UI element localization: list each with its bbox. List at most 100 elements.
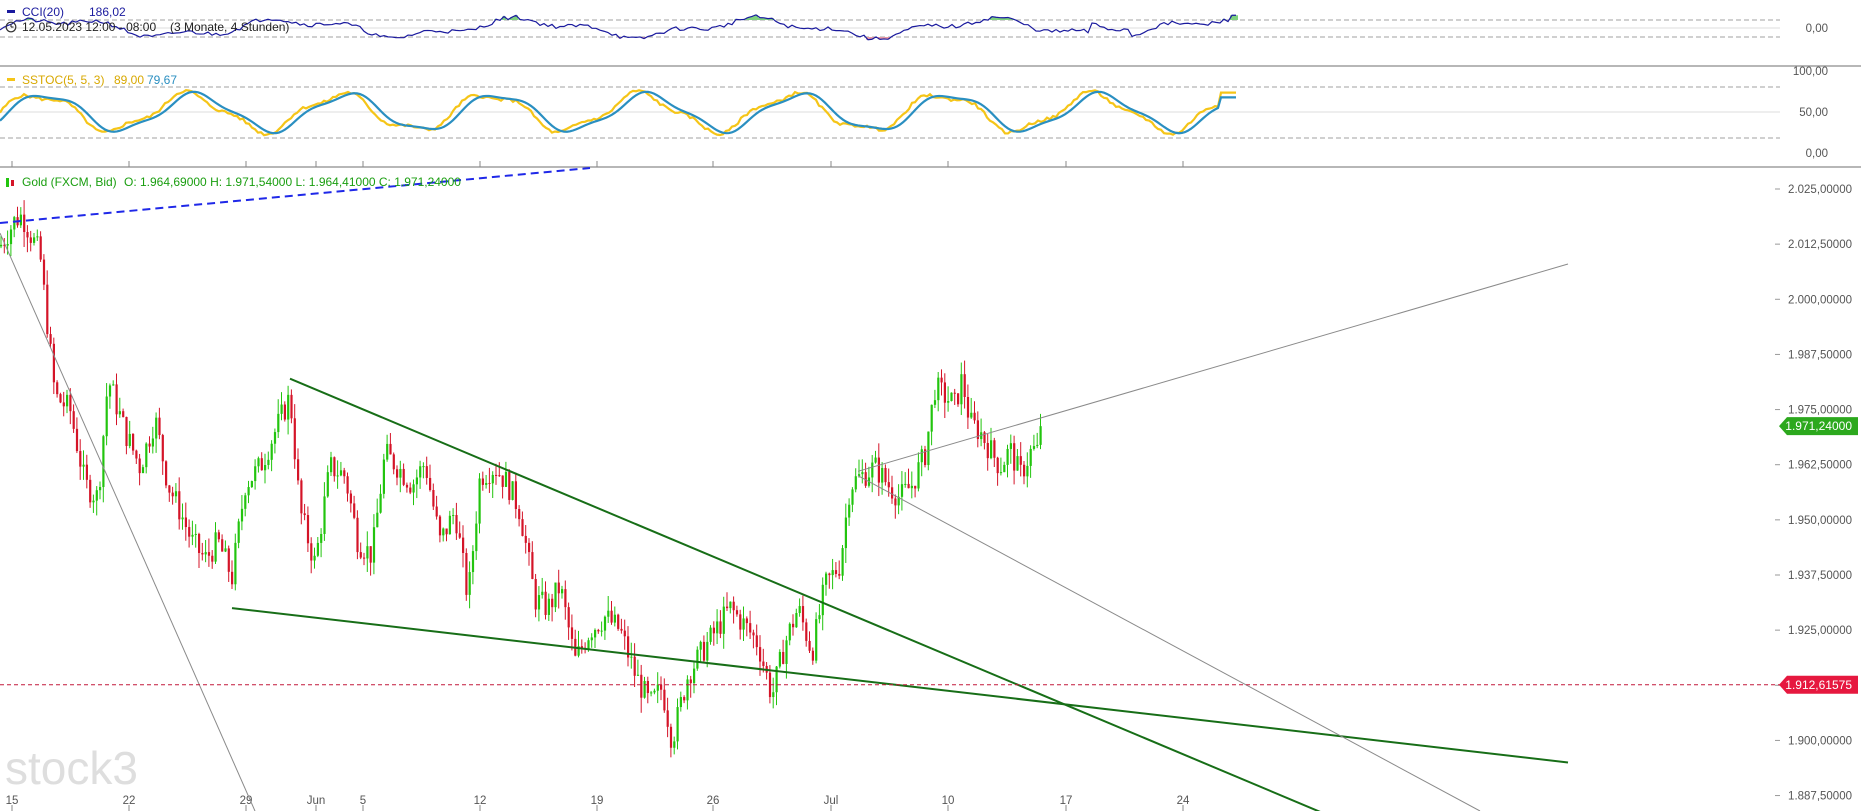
candle-body <box>402 468 405 485</box>
candle-body <box>485 482 488 485</box>
y-tick-label: 1.987,50000 <box>1788 349 1852 361</box>
candle-body <box>442 528 445 536</box>
candle-body <box>23 214 26 233</box>
trendline[interactable] <box>0 232 256 811</box>
candle-body <box>9 229 13 245</box>
candle-body <box>782 651 785 664</box>
trendline[interactable] <box>0 167 591 224</box>
candle-body <box>963 374 966 397</box>
candle-body <box>650 692 653 694</box>
current-price-tag[interactable]: 1.971,24000 <box>1779 417 1858 436</box>
trendline[interactable] <box>289 377 1360 811</box>
candle-body <box>524 535 527 543</box>
candle-body <box>778 651 781 667</box>
cci-panel[interactable]: 0,00 CCI(20) 186,02 12.05.2023 12:00 - 0… <box>0 5 1828 41</box>
candle-body <box>617 614 620 629</box>
candle-body <box>435 506 438 517</box>
candle-body <box>752 632 755 636</box>
candle-body <box>452 515 455 517</box>
price-legend[interactable]: Gold (FXCM, Bid) O: 1.964,69000 H: 1.971… <box>6 175 461 189</box>
candle-body <box>841 548 844 576</box>
candle-body <box>894 498 897 506</box>
candle-body <box>303 513 306 516</box>
candle-body <box>590 637 593 641</box>
candle-body <box>458 533 461 538</box>
candle-body <box>326 472 329 497</box>
candle-body <box>171 492 174 497</box>
cci-legend-name[interactable]: CCI(20) <box>22 5 64 19</box>
marked-price-tag[interactable]: 1.912,61575 <box>1779 675 1858 694</box>
candle-body <box>376 512 379 528</box>
cci-legend-value: 186,02 <box>89 5 126 19</box>
price-panel[interactable]: stock3 2.025,00000 2.012,50000 2.000,00000… <box>0 161 1858 811</box>
candle-body <box>313 555 316 561</box>
candle-body <box>1039 426 1042 445</box>
candle-body <box>356 517 359 553</box>
stoch-legend-name[interactable]: SSTOC(5, 5, 3) <box>22 73 104 87</box>
candle-body <box>260 458 263 471</box>
cci-line <box>0 14 1236 41</box>
candle-body <box>250 481 253 488</box>
candle-body <box>950 392 953 401</box>
candle-body <box>722 606 725 634</box>
candle-body <box>369 546 372 563</box>
instrument-name[interactable]: Gold (FXCM, Bid) <box>22 175 117 189</box>
candle-body <box>1013 443 1016 471</box>
candle-body <box>580 646 583 648</box>
candle-body <box>600 630 603 632</box>
candle-body <box>72 411 75 429</box>
candle-body <box>92 500 95 503</box>
candle-body <box>237 521 240 543</box>
candle-body <box>300 480 303 514</box>
stoch-k-line <box>0 89 1236 137</box>
candle-body <box>475 523 478 552</box>
stoch-panel[interactable]: 100,00 50,00 0,00 SSTOC(5, 5, 3) 89,00 7… <box>0 66 1828 160</box>
candle-icon-2 <box>11 180 14 186</box>
trendline[interactable] <box>857 475 1481 811</box>
candle-body <box>683 697 686 701</box>
candle-body <box>277 413 280 433</box>
candle-body <box>795 613 798 628</box>
candle-body <box>46 284 49 335</box>
x-tick-label: 24 <box>1177 795 1190 807</box>
candle-body <box>495 474 498 476</box>
candle-body <box>528 542 531 553</box>
candle-body <box>125 416 128 446</box>
x-tick-label: 17 <box>1060 795 1073 807</box>
candle-body <box>508 471 511 500</box>
ohlc-values: O: 1.964,69000 H: 1.971,54000 L: 1.964,4… <box>124 175 461 189</box>
candle-body <box>254 466 257 482</box>
candle-body <box>811 650 814 661</box>
candle-body <box>775 666 778 693</box>
candle-body <box>788 623 791 641</box>
candle-body <box>686 679 689 701</box>
candle-body <box>6 244 9 246</box>
candle-body <box>481 478 484 485</box>
x-tick-label: Jul <box>824 795 839 807</box>
candle-body <box>320 533 323 543</box>
candle-body <box>429 477 432 491</box>
candle-body <box>62 402 65 407</box>
candle-body <box>422 466 425 468</box>
y-tick-label: 1.900,00000 <box>1788 735 1852 747</box>
candle-body <box>1036 444 1039 447</box>
candle-body <box>633 656 636 676</box>
candle-body <box>669 726 673 748</box>
stoch-legend-swatch <box>7 78 15 81</box>
candle-body <box>712 627 715 634</box>
candle-body <box>755 635 758 648</box>
candle-body <box>132 433 135 451</box>
candle-body <box>679 697 682 708</box>
candle-body <box>666 710 669 727</box>
candle-body <box>947 400 950 403</box>
candle-body <box>818 615 821 620</box>
candle-body <box>155 417 158 439</box>
stoch-tick-0: 0,00 <box>1806 148 1828 160</box>
trendline[interactable] <box>231 607 1569 764</box>
candle-body <box>128 433 131 446</box>
candle-body <box>587 640 590 650</box>
trendline[interactable] <box>857 263 1569 472</box>
candle-body <box>386 443 389 460</box>
